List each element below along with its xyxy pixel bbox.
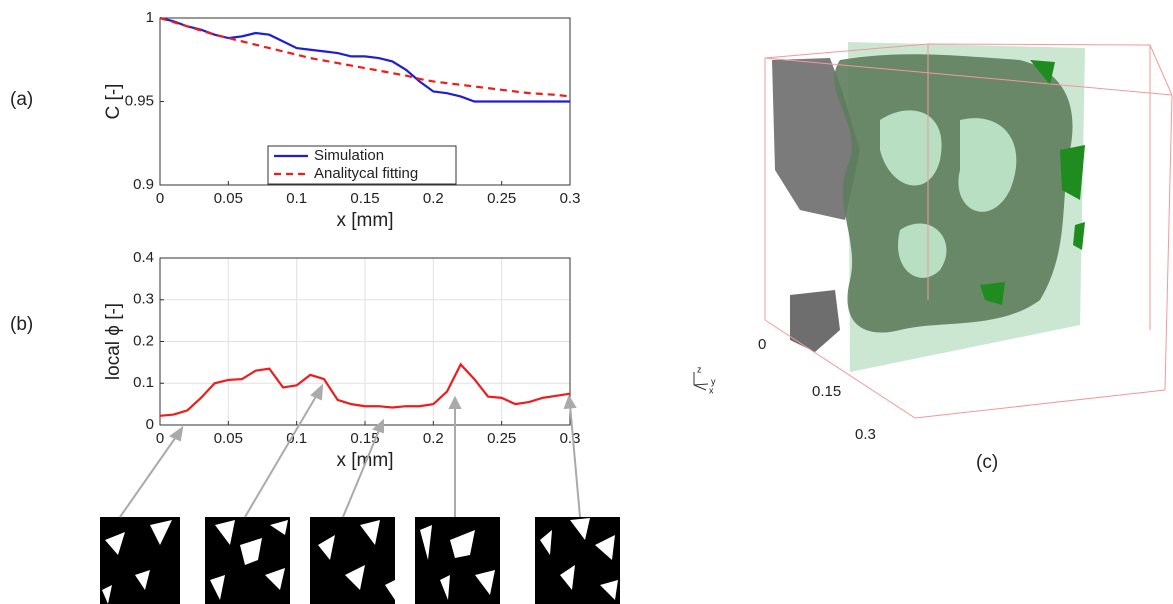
x-tick-label: 0.3 <box>560 430 581 447</box>
x-tick-label: 0.25 <box>487 430 516 447</box>
x-tick-label: 0 <box>156 190 164 207</box>
x-tick-label: 0.1 <box>286 190 307 207</box>
cube-tick: 0.15 <box>812 383 841 400</box>
x-tick-label: 0.15 <box>350 190 379 207</box>
data-line <box>159 16 571 98</box>
axis-glyph-label: y <box>711 376 716 386</box>
orientation-glyph <box>693 372 709 391</box>
x-tick-label: 0.25 <box>487 190 516 207</box>
legend-label: Simulation <box>314 147 384 164</box>
x-axis-label: x [mm] <box>337 450 394 471</box>
panel-label: (a) <box>10 89 33 110</box>
legend-box <box>267 145 457 185</box>
axis-glyph-label: z <box>697 364 702 374</box>
y-axis-label: C [-] <box>103 84 124 120</box>
data-line <box>159 16 570 103</box>
x-axis-label: x [mm] <box>337 210 394 231</box>
x-tick-label: 0.05 <box>214 430 243 447</box>
x-tick-label: 0.3 <box>560 190 581 207</box>
y-tick-label: 0.1 <box>133 374 154 391</box>
cube-tick: 0.3 <box>855 426 876 443</box>
data-line <box>159 362 571 417</box>
panel-label: (c) <box>976 452 998 473</box>
x-tick-label: 0.05 <box>214 190 243 207</box>
y-tick-label: 0 <box>146 416 154 433</box>
y-tick-label: 0.9 <box>133 176 154 193</box>
x-tick-label: 0 <box>156 430 164 447</box>
axis-glyph-label: x <box>709 385 714 395</box>
x-tick-label: 0.15 <box>350 430 379 447</box>
legend-label: Analitycal fitting <box>314 165 418 182</box>
y-tick-label: 1 <box>146 9 154 26</box>
y-tick-label: 0.95 <box>125 92 154 109</box>
x-tick-label: 0.1 <box>286 430 307 447</box>
y-tick-label: 0.3 <box>133 291 154 308</box>
cube-tick: 0 <box>758 336 766 353</box>
x-tick-label: 0.2 <box>423 190 444 207</box>
x-tick-label: 0.2 <box>423 430 444 447</box>
panel-label: (b) <box>10 314 33 335</box>
cube-render <box>764 42 1173 419</box>
pointer-arrows <box>119 383 581 518</box>
y-tick-label: 0.2 <box>133 332 154 349</box>
axes-frame <box>159 257 571 426</box>
y-tick-label: 0.4 <box>133 249 154 266</box>
y-axis-label: local ϕ [-] <box>103 303 124 380</box>
slice-images <box>100 517 620 604</box>
